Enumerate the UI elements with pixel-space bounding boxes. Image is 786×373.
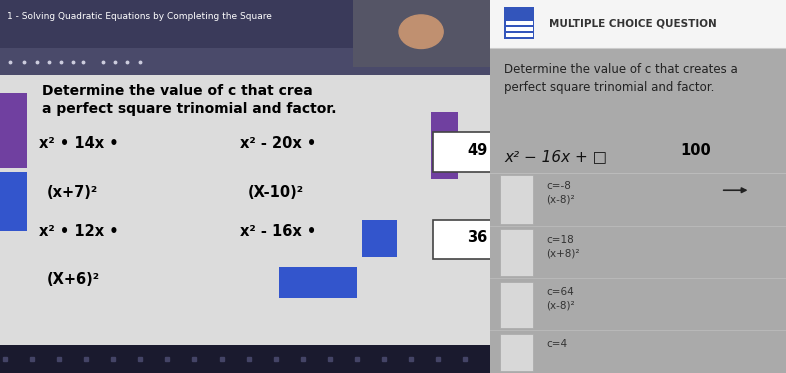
- Text: x² - 20x •: x² - 20x •: [240, 136, 321, 151]
- Bar: [0, 75, 490, 347]
- Bar: [0, 345, 490, 373]
- Text: (X-10)²: (X-10)²: [248, 185, 303, 200]
- Text: 36: 36: [467, 230, 487, 245]
- Text: c=4: c=4: [546, 339, 567, 350]
- Text: c=-8
(x-8)²: c=-8 (x-8)²: [546, 181, 575, 204]
- Text: x² • 14x •: x² • 14x •: [39, 136, 124, 151]
- Bar: [0, 0, 490, 48]
- Text: x² − 16x + □: x² − 16x + □: [505, 149, 608, 164]
- Text: MULTIPLE CHOICE QUESTION: MULTIPLE CHOICE QUESTION: [549, 19, 717, 29]
- Bar: [362, 220, 397, 257]
- FancyBboxPatch shape: [500, 334, 533, 371]
- FancyBboxPatch shape: [500, 175, 533, 224]
- Bar: [0, 93, 27, 168]
- Circle shape: [399, 15, 443, 48]
- Bar: [506, 33, 533, 37]
- Bar: [506, 27, 533, 31]
- Text: 1 - Solving Quadratic Equations by Completing the Square: 1 - Solving Quadratic Equations by Compl…: [7, 12, 272, 21]
- FancyBboxPatch shape: [432, 132, 522, 172]
- Bar: [279, 267, 358, 298]
- FancyBboxPatch shape: [634, 132, 758, 172]
- FancyBboxPatch shape: [500, 282, 533, 328]
- Bar: [0, 172, 27, 231]
- Text: c=64
(x-8)²: c=64 (x-8)²: [546, 287, 575, 310]
- Bar: [353, 0, 490, 67]
- Text: (x+7)²: (x+7)²: [46, 185, 97, 200]
- Bar: [505, 7, 534, 39]
- Text: (X+6)²: (X+6)²: [46, 272, 100, 287]
- FancyBboxPatch shape: [500, 229, 533, 276]
- Text: x² - 16x •: x² - 16x •: [240, 224, 316, 239]
- Text: 100: 100: [681, 142, 711, 158]
- Text: c=18
(x+8)²: c=18 (x+8)²: [546, 235, 579, 258]
- Text: x² • 12x •: x² • 12x •: [39, 224, 124, 239]
- Bar: [0, 48, 490, 75]
- Text: Determine the value of c that crea
a perfect square trinomial and factor.: Determine the value of c that crea a per…: [42, 84, 336, 116]
- Bar: [506, 21, 533, 25]
- Bar: [490, 0, 786, 48]
- Bar: [431, 112, 458, 179]
- FancyBboxPatch shape: [432, 220, 522, 259]
- Text: Determine the value of c that creates a
perfect square trinomial and factor.: Determine the value of c that creates a …: [505, 63, 738, 94]
- Text: 49: 49: [467, 142, 487, 158]
